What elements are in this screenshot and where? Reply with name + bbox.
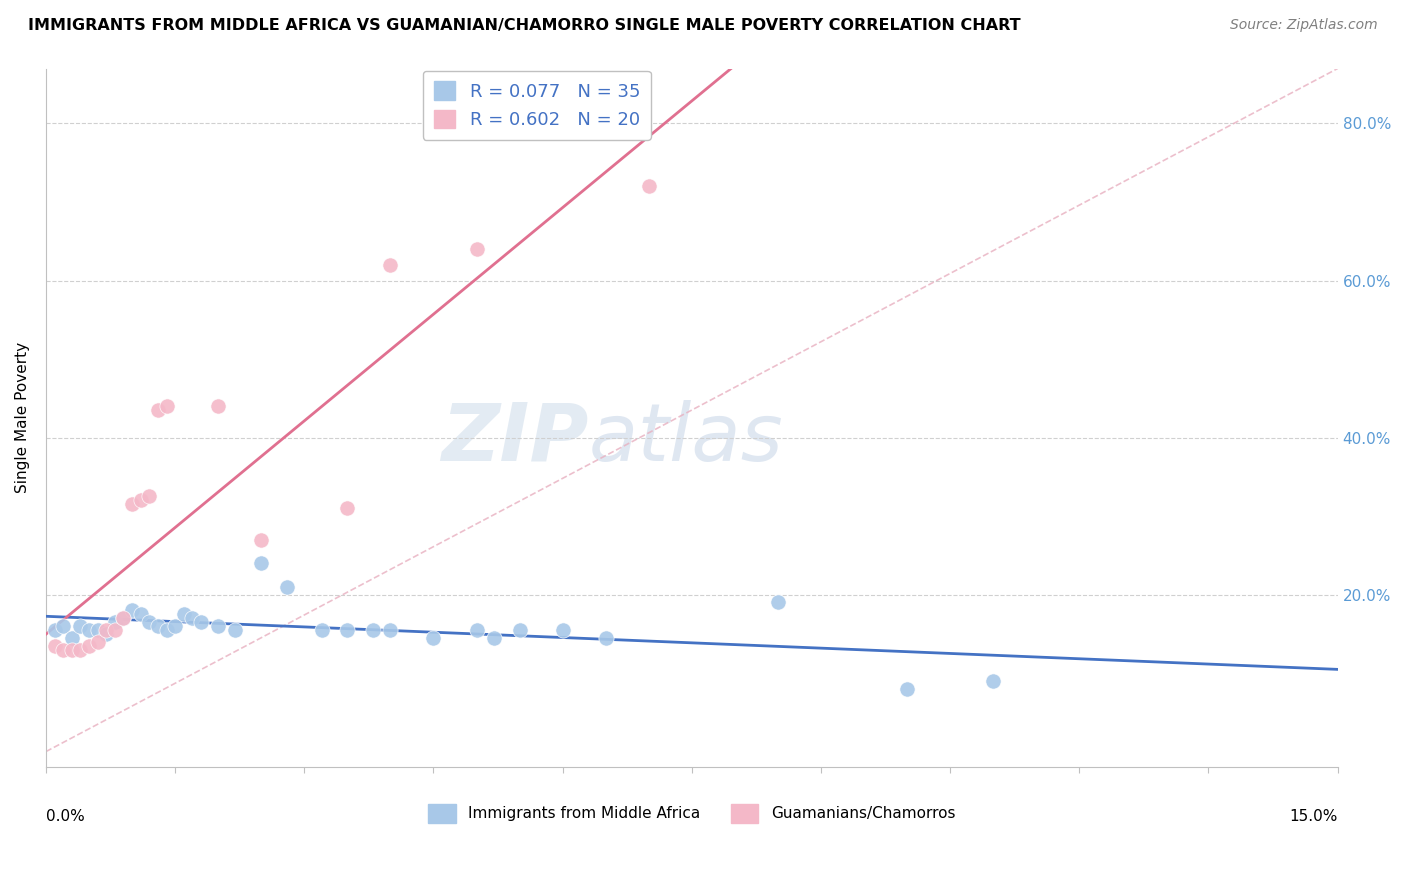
- Point: [146, 403, 169, 417]
- Point: [465, 623, 488, 637]
- Text: Source: ZipAtlas.com: Source: ZipAtlas.com: [1230, 18, 1378, 32]
- Point: [77, 623, 100, 637]
- Point: [112, 611, 135, 625]
- Point: [52, 642, 75, 657]
- Point: [129, 607, 152, 622]
- Point: [146, 619, 169, 633]
- Point: [129, 493, 152, 508]
- Point: [595, 631, 617, 645]
- Point: [138, 490, 160, 504]
- Y-axis label: Single Male Poverty: Single Male Poverty: [15, 343, 30, 493]
- Point: [44, 639, 66, 653]
- Point: [766, 595, 789, 609]
- Text: 15.0%: 15.0%: [1289, 809, 1337, 824]
- Point: [336, 623, 359, 637]
- Point: [121, 603, 143, 617]
- Point: [138, 615, 160, 629]
- Text: IMMIGRANTS FROM MIDDLE AFRICA VS GUAMANIAN/CHAMORRO SINGLE MALE POVERTY CORRELAT: IMMIGRANTS FROM MIDDLE AFRICA VS GUAMANI…: [28, 18, 1021, 33]
- Text: 0.0%: 0.0%: [46, 809, 84, 824]
- Point: [482, 631, 505, 645]
- Point: [69, 619, 91, 633]
- Point: [336, 501, 359, 516]
- Point: [96, 627, 118, 641]
- Point: [380, 258, 402, 272]
- Point: [69, 642, 91, 657]
- Point: [60, 642, 83, 657]
- Point: [276, 580, 298, 594]
- Point: [207, 619, 229, 633]
- Point: [173, 607, 195, 622]
- Text: ZIP: ZIP: [441, 400, 589, 478]
- Point: [104, 615, 127, 629]
- Point: [250, 533, 273, 547]
- Point: [155, 623, 177, 637]
- Point: [509, 623, 531, 637]
- Legend: R = 0.077   N = 35, R = 0.602   N = 20: R = 0.077 N = 35, R = 0.602 N = 20: [423, 70, 651, 140]
- Point: [104, 623, 127, 637]
- Point: [181, 611, 204, 625]
- Point: [112, 611, 135, 625]
- Point: [165, 619, 187, 633]
- Point: [190, 615, 212, 629]
- Point: [60, 631, 83, 645]
- Point: [380, 623, 402, 637]
- Point: [250, 556, 273, 570]
- Point: [155, 399, 177, 413]
- Point: [224, 623, 246, 637]
- Point: [96, 623, 118, 637]
- Point: [86, 634, 108, 648]
- Point: [896, 681, 918, 696]
- Point: [551, 623, 574, 637]
- Point: [637, 179, 659, 194]
- Point: [52, 619, 75, 633]
- Point: [981, 673, 1004, 688]
- Point: [121, 497, 143, 511]
- Point: [465, 242, 488, 256]
- Point: [361, 623, 384, 637]
- Point: [207, 399, 229, 413]
- Point: [77, 639, 100, 653]
- Point: [422, 631, 444, 645]
- Point: [44, 623, 66, 637]
- Point: [311, 623, 333, 637]
- Point: [86, 623, 108, 637]
- Text: atlas: atlas: [589, 400, 783, 478]
